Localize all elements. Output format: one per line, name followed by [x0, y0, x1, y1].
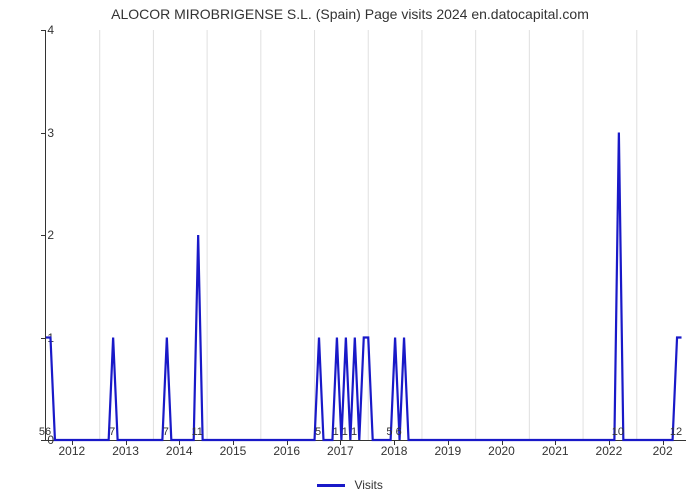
- value-label: 5 6: [386, 426, 401, 438]
- x-tick-label: 2021: [542, 444, 569, 458]
- value-label: 10: [612, 426, 624, 438]
- chart-container: ALOCOR MIROBRIGENSE S.L. (Spain) Page vi…: [0, 0, 700, 500]
- series-line-visits: [46, 133, 682, 441]
- value-label: 5: [315, 426, 321, 438]
- x-tick-label: 2012: [58, 444, 85, 458]
- x-tick-label: 2013: [112, 444, 139, 458]
- value-label: 7: [109, 426, 115, 438]
- x-tick-label: 2016: [273, 444, 300, 458]
- legend-label: Visits: [354, 478, 382, 492]
- value-label: 11: [191, 426, 202, 438]
- value-label: 12: [670, 426, 682, 438]
- legend-swatch: [317, 484, 345, 487]
- value-label: 56: [39, 426, 51, 438]
- x-tick-label: 2017: [327, 444, 354, 458]
- x-tick-label: 2014: [166, 444, 193, 458]
- legend: Visits: [0, 478, 700, 492]
- x-tick-label: 202: [653, 444, 673, 458]
- value-label: 7: [163, 426, 169, 438]
- value-label: 1 1 1: [333, 426, 357, 438]
- x-tick-label: 2018: [381, 444, 408, 458]
- plot-svg: [46, 30, 686, 440]
- chart-title: ALOCOR MIROBRIGENSE S.L. (Spain) Page vi…: [0, 6, 700, 22]
- x-tick-label: 2019: [434, 444, 461, 458]
- x-tick-label: 2022: [596, 444, 623, 458]
- plot-area: [45, 30, 686, 441]
- x-tick-label: 2020: [488, 444, 515, 458]
- x-tick-label: 2015: [220, 444, 247, 458]
